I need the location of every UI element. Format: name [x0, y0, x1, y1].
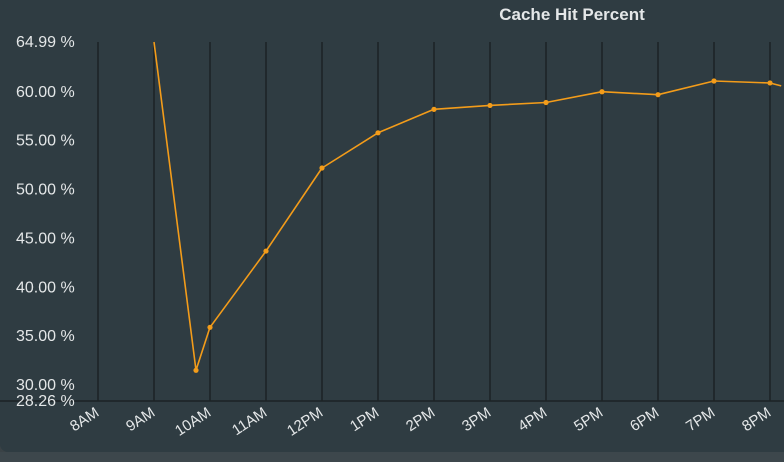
data-point[interactable] [599, 89, 605, 95]
data-point[interactable] [655, 92, 661, 98]
y-tick-label: 45.00 % [16, 230, 75, 247]
data-point[interactable] [193, 367, 199, 373]
y-tick-label: 50.00 % [16, 182, 75, 199]
y-tick-label: 40.00 % [16, 279, 75, 296]
x-tick-label: 6PM [627, 404, 662, 435]
data-point[interactable] [263, 248, 269, 254]
data-point[interactable] [711, 78, 717, 84]
data-point[interactable] [767, 80, 773, 86]
data-point[interactable] [375, 130, 381, 136]
data-point[interactable] [487, 102, 493, 109]
x-tick-label: 7PM [683, 404, 718, 435]
y-axis-tick-labels: 64.99 % 60.00 % 55.00 % 50.00 % 45.00 % 40.00… [16, 34, 75, 410]
x-tick-label: 3PM [459, 404, 494, 435]
grid-lines [97, 42, 771, 401]
y-tick-label: 64.99 % [16, 34, 75, 51]
bottom-strip [0, 452, 784, 462]
y-tick-label: 60.00 % [16, 84, 75, 101]
series [153, 41, 782, 373]
x-tick-label: 8PM [739, 404, 774, 435]
chart-panel: Cache Hit Percent 64.99 % 60.00 % 55.00 % 5… [0, 0, 784, 452]
x-tick-label: 9AM [123, 404, 158, 435]
data-point[interactable] [207, 324, 213, 330]
x-tick-label: 12PM [284, 404, 326, 440]
cache-hit-chart: Cache Hit Percent 64.99 % 60.00 % 55.00 % 5… [0, 5, 784, 440]
x-tick-label: 5PM [571, 404, 606, 435]
x-axis-tick-labels: 8AM 9AM 10AM 11AM 12PM 1PM 2PM 3PM 4PM 5PM 6PM 7PM 8… [67, 404, 774, 440]
y-tick-label: 35.00 % [16, 328, 75, 345]
x-tick-label: 2PM [403, 404, 438, 435]
y-tick-label: 55.00 % [16, 133, 75, 150]
x-tick-label: 4PM [515, 404, 550, 435]
x-tick-label: 10AM [172, 404, 214, 440]
chart-title: Cache Hit Percent [499, 5, 645, 24]
y-tick-label: 28.26 % [16, 393, 75, 410]
y-tick-label: 30.00 % [16, 377, 75, 394]
series-line [153, 41, 782, 372]
data-point[interactable] [319, 165, 325, 171]
data-point[interactable] [431, 106, 437, 112]
x-tick-label: 11AM [229, 404, 270, 439]
x-tick-label: 1PM [347, 404, 382, 435]
data-point[interactable] [543, 99, 549, 106]
